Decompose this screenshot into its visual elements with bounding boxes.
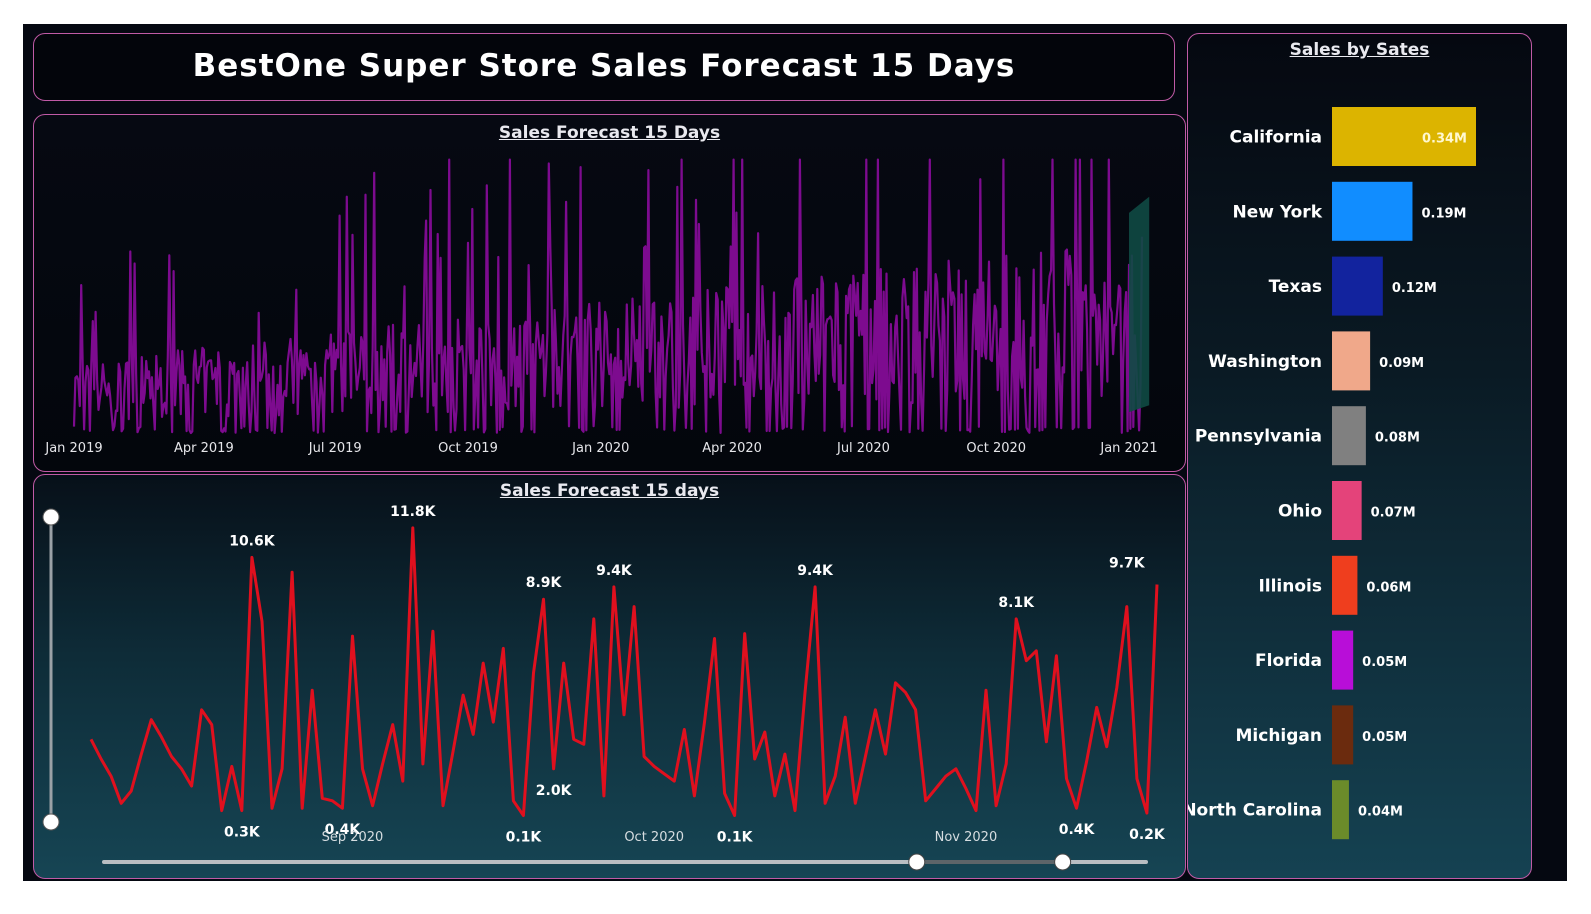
bar-value-label: 0.07M	[1371, 506, 1416, 521]
bar-value-label: 0.19M	[1421, 206, 1466, 221]
state-bar[interactable]	[1332, 406, 1366, 466]
data-label: 0.3K	[224, 825, 261, 841]
data-label: 9.4K	[797, 563, 834, 579]
bar-value-label: 0.34M	[1422, 132, 1467, 147]
x-tick-label: Jan 2020	[571, 441, 629, 456]
state-bar[interactable]	[1332, 630, 1354, 690]
data-label: 2.0K	[536, 783, 573, 799]
x-tick-label: Apr 2019	[174, 441, 234, 456]
x-tick-label: Apr 2020	[702, 441, 762, 456]
x-tick-label: Oct 2019	[438, 441, 498, 456]
forecast-confidence-band	[1129, 196, 1150, 413]
detail-chart[interactable]: 10.6K 0.3K 0.4K 11.8K 0.1K 8.9K 2.0K 9.4K 0.1K 9.…	[34, 475, 1184, 877]
state-bar[interactable]	[1332, 256, 1383, 316]
state-label: Ohio	[1278, 502, 1322, 522]
state-label: Washington	[1208, 352, 1322, 372]
dashboard-canvas: BestOne Super Store Sales Forecast 15 Da…	[23, 24, 1567, 881]
state-label: California	[1230, 128, 1322, 148]
forecast-chart[interactable]: Jan 2019 Apr 2019 Jul 2019 Oct 2019 Jan 2020…	[34, 115, 1184, 470]
x-tick-label: Jul 2019	[308, 441, 362, 456]
x-tick-label: Nov 2020	[935, 830, 998, 845]
bar-value-label: 0.05M	[1362, 730, 1407, 745]
detail-chart-title: Sales Forecast 15 days	[499, 481, 720, 501]
state-bar[interactable]	[1332, 780, 1349, 840]
bar-value-label: 0.05M	[1362, 655, 1407, 670]
data-label: 8.9K	[526, 575, 563, 591]
x-slider-left-handle[interactable]	[908, 853, 926, 871]
data-label: 0.4K	[325, 822, 362, 838]
bar-value-label: 0.08M	[1375, 431, 1420, 446]
x-tick-label: Jan 2021	[1099, 441, 1157, 456]
x-tick-label: Jul 2020	[836, 441, 890, 456]
state-bar[interactable]	[1332, 331, 1371, 391]
state-bar[interactable]	[1332, 705, 1354, 765]
state-bar[interactable]	[1332, 555, 1358, 615]
bar-value-label: 0.04M	[1358, 805, 1403, 820]
forecast-chart-title: Sales Forecast 15 Days	[498, 123, 721, 143]
state-label: Illinois	[1258, 576, 1322, 596]
x-tick-label: Sep 2020	[322, 830, 384, 845]
bar-value-label: 0.12M	[1392, 281, 1437, 296]
dashboard-title: BestOne Super Store Sales Forecast 15 Da…	[192, 48, 1016, 84]
sales-history-line[interactable]	[72, 158, 1144, 435]
title-panel: BestOne Super Store Sales Forecast 15 Da…	[33, 33, 1175, 101]
data-label: 0.4K	[1059, 822, 1096, 838]
forecast-chart-panel[interactable]: Sales Forecast 15 Days Jan 2019 Apr 2019 J…	[33, 114, 1186, 472]
x-tick-label: Oct 2020	[624, 830, 684, 845]
bar-value-label: 0.06M	[1366, 580, 1411, 595]
state-label: Florida	[1255, 651, 1322, 671]
data-label: 8.1K	[998, 595, 1035, 611]
states-bar-chart[interactable]: California 0.34M New York 0.19M Texas 0.12M Wa…	[1188, 34, 1530, 877]
states-panel: Sales by Sates California 0.34M New York 0.…	[1187, 33, 1532, 879]
data-label: 0.1K	[506, 830, 543, 846]
state-bar[interactable]	[1332, 181, 1413, 241]
state-label: New York	[1233, 202, 1323, 222]
data-label: 0.2K	[1129, 827, 1166, 843]
states-chart-title: Sales by Sates	[1289, 40, 1430, 60]
data-label: 9.4K	[596, 563, 633, 579]
x-tick-label: Jan 2019	[44, 441, 102, 456]
bar-value-label: 0.09M	[1379, 356, 1424, 371]
state-label: Pennsylvania	[1195, 427, 1322, 447]
x-tick-label: Oct 2020	[966, 441, 1026, 456]
state-label: Michigan	[1236, 726, 1323, 746]
data-label: 10.6K	[229, 533, 276, 549]
data-label: 0.1K	[717, 830, 754, 846]
state-bar[interactable]	[1332, 481, 1362, 540]
detail-chart-panel[interactable]: Sales Forecast 15 days 10.6K 0.3K 0.4K 11.8…	[33, 474, 1186, 879]
data-label: 9.7K	[1109, 556, 1146, 572]
state-label: North Carolina	[1188, 801, 1322, 821]
x-slider-right-handle[interactable]	[1054, 853, 1072, 871]
state-label: Texas	[1269, 277, 1322, 297]
data-label: 11.8K	[390, 504, 437, 520]
sales-forecast-line[interactable]	[89, 526, 1159, 817]
state-bar[interactable]	[1332, 107, 1476, 166]
y-slider-bottom-handle[interactable]	[42, 813, 60, 831]
y-slider-top-handle[interactable]	[42, 508, 60, 526]
